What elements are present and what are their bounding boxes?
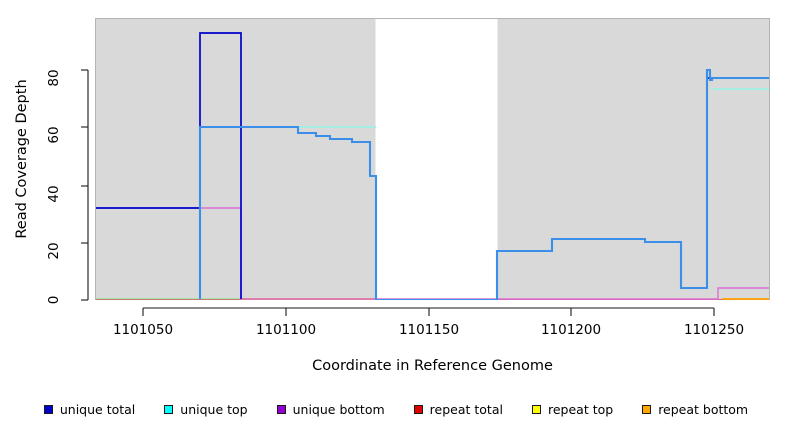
x-tick-label-1101050: 1101050 bbox=[112, 322, 174, 338]
x-tick-label-1101100: 1101100 bbox=[255, 322, 317, 338]
y-axis bbox=[81, 69, 89, 301]
y-tick-label-20: 20 bbox=[46, 242, 62, 260]
legend-item-repeat-total: repeat total bbox=[413, 401, 503, 417]
x-tick-label-1101250: 1101250 bbox=[683, 322, 745, 338]
x-axis-title: Coordinate in Reference Genome bbox=[312, 358, 553, 374]
legend-swatch-unique-top bbox=[164, 404, 174, 414]
x-tick-label-1101200: 1101200 bbox=[540, 322, 602, 338]
y-tick-label-60: 60 bbox=[46, 126, 62, 144]
legend-swatch-repeat-total bbox=[413, 404, 423, 414]
y-tick-label-80: 80 bbox=[46, 69, 62, 87]
y-tick-label-0: 0 bbox=[46, 295, 62, 305]
legend-label-unique-bottom: unique bottom bbox=[292, 401, 385, 417]
legend-item-unique-bottom: unique bottom bbox=[276, 401, 385, 417]
legend-label-repeat-top: repeat top bbox=[547, 401, 614, 417]
zero-coverage-gap-band bbox=[375, 18, 498, 300]
legend-item-repeat-top: repeat top bbox=[531, 401, 614, 417]
legend-swatch-unique-bottom bbox=[276, 404, 286, 414]
legend-label-repeat-bottom: repeat bottom bbox=[658, 401, 749, 417]
series-combined-coverage bbox=[198, 68, 769, 300]
x-axis bbox=[142, 307, 715, 316]
legend-label-repeat-total: repeat total bbox=[429, 401, 503, 417]
series-unique-total-left bbox=[96, 32, 242, 299]
legend-item-unique-top: unique top bbox=[164, 401, 248, 417]
series-unique-top bbox=[199, 126, 376, 299]
legend-label-unique-total: unique total bbox=[59, 401, 136, 417]
legend-swatch-repeat-top bbox=[531, 404, 541, 414]
y-axis-title: Read Coverage Depth bbox=[14, 79, 30, 239]
legend-label-unique-top: unique top bbox=[180, 401, 248, 417]
legend: unique total unique top unique bottom re… bbox=[0, 398, 792, 420]
legend-swatch-repeat-bottom bbox=[642, 404, 652, 414]
legend-item-repeat-bottom: repeat bottom bbox=[642, 402, 748, 417]
legend-swatch-unique-total bbox=[43, 404, 53, 414]
x-tick-label-1101150: 1101150 bbox=[398, 322, 460, 338]
legend-item-unique-total: unique total bbox=[43, 401, 136, 417]
y-tick-label-40: 40 bbox=[46, 185, 62, 203]
